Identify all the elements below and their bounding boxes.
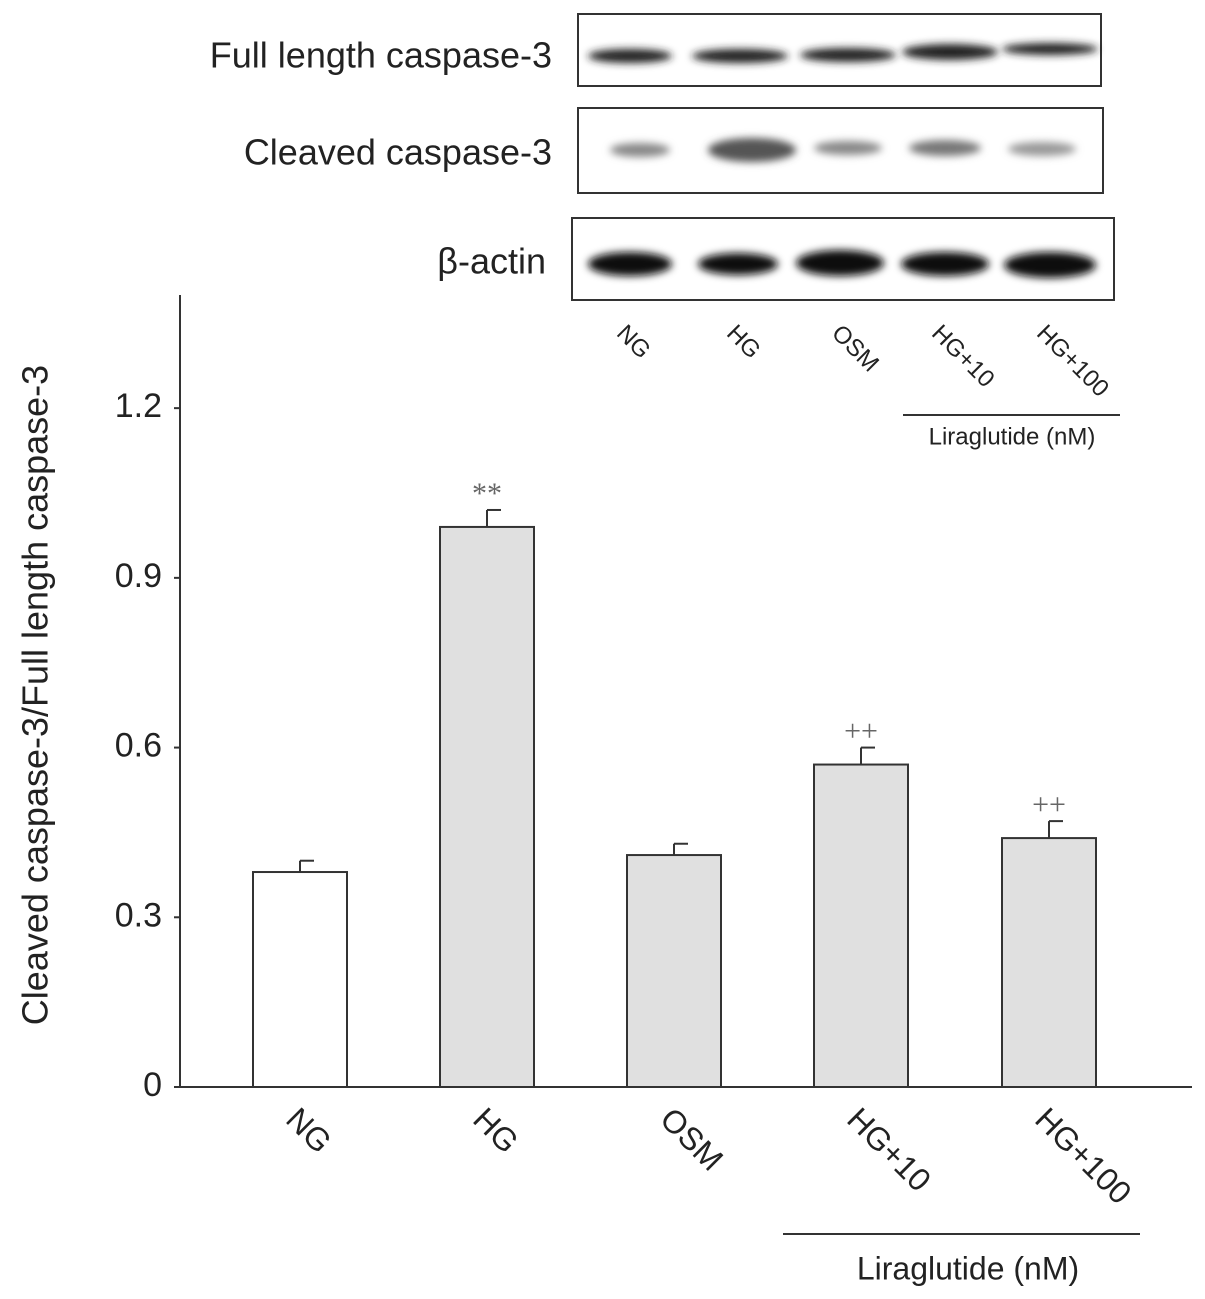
annotation: ++ xyxy=(844,714,878,747)
bar xyxy=(813,763,909,1088)
lane-label: OSM xyxy=(826,320,884,378)
y-tick-label: 0.9 xyxy=(115,557,162,595)
y-axis-title: Cleaved caspase-3/Full length caspase-3 xyxy=(15,365,56,1025)
y-tick-label: 1.2 xyxy=(115,387,162,425)
lane-label: HG+10 xyxy=(926,320,999,393)
lane-label: NG xyxy=(611,320,656,365)
blot-bands xyxy=(588,43,1098,63)
blot: Full length caspase-3 Cleaved caspase-3 … xyxy=(210,13,1120,450)
blot-label: Cleaved caspase-3 xyxy=(244,132,552,173)
group-label: Liraglutide (nM) xyxy=(857,1250,1079,1286)
annotation: ++ xyxy=(1032,788,1066,821)
group-label: Liraglutide (nM) xyxy=(929,423,1096,450)
lane-label: HG xyxy=(721,320,766,365)
y-tick-label: 0.3 xyxy=(115,896,162,934)
blot-label: Full length caspase-3 xyxy=(210,35,552,76)
x-tick-label: HG+10 xyxy=(840,1101,938,1199)
x-tick-label: OSM xyxy=(653,1101,730,1178)
y-tick-label: 0 xyxy=(143,1066,162,1104)
bar xyxy=(439,525,535,1088)
blot-bands xyxy=(588,250,1096,278)
bar xyxy=(1001,837,1097,1088)
blot-label: β-actin xyxy=(437,241,546,282)
bar xyxy=(626,854,722,1088)
bar xyxy=(252,871,348,1088)
annotation: ** xyxy=(472,477,502,510)
y-tick-label: 0.6 xyxy=(115,727,162,765)
x-tick-label: HG xyxy=(466,1101,525,1160)
x-tick-label: NG xyxy=(279,1101,338,1160)
blot-bands xyxy=(610,138,1076,162)
lane-label: HG+100 xyxy=(1031,320,1114,403)
x-tick-label: HG+100 xyxy=(1028,1101,1138,1211)
